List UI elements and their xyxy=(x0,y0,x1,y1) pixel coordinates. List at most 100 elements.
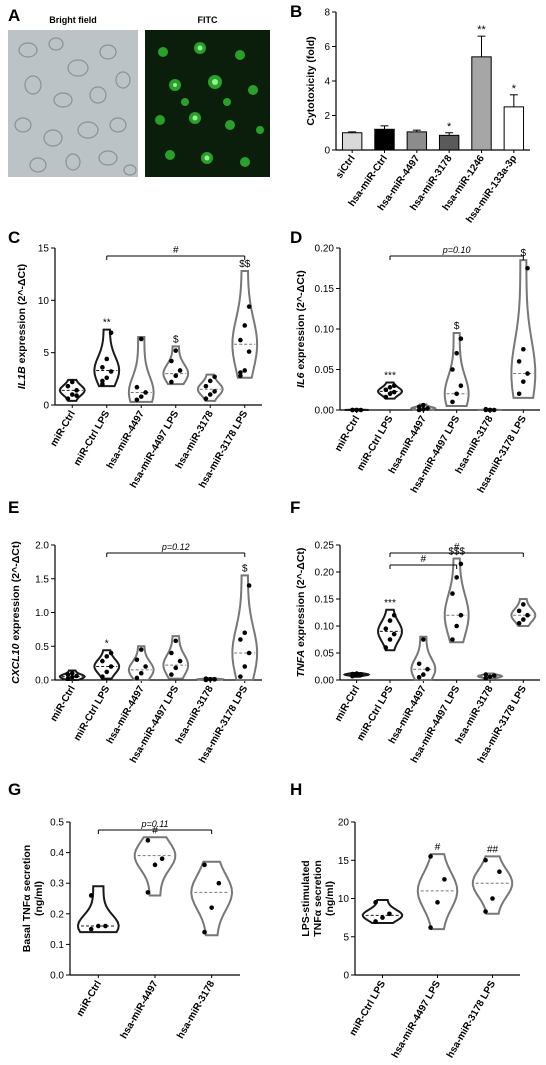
violin xyxy=(196,373,224,402)
data-point xyxy=(65,396,71,402)
y-axis-unit: expression (2^-ΔCt) xyxy=(16,264,28,366)
significance-label: $$ xyxy=(239,259,251,270)
data-point xyxy=(145,838,151,843)
y-axis-label: IL6 expression (2^-ΔCt) xyxy=(295,270,307,388)
data-point xyxy=(525,265,530,271)
y-axis-unit: expression (2^-ΔCt) xyxy=(10,541,22,643)
data-point xyxy=(380,915,385,920)
significance-label: $ xyxy=(242,563,248,574)
fitc-title: FITC xyxy=(197,15,218,25)
x-tick-label: miR-Ctrl xyxy=(49,684,78,724)
fitc-image xyxy=(145,30,270,177)
data-point xyxy=(458,561,464,567)
data-point xyxy=(525,371,530,376)
significance-label: ** xyxy=(103,318,111,329)
significance-label: $ xyxy=(454,321,460,332)
data-point xyxy=(69,379,75,385)
data-point xyxy=(104,669,110,675)
y-tick-label: 0.15 xyxy=(315,595,335,606)
y-axis-label: IL1B expression (2^-ΔCt) xyxy=(16,264,28,389)
data-point xyxy=(177,658,183,664)
data-point xyxy=(88,926,94,932)
data-point xyxy=(483,676,489,681)
y-tick-label: 0.20 xyxy=(315,568,335,579)
data-point xyxy=(454,623,459,629)
data-point xyxy=(242,664,248,669)
data-point xyxy=(387,391,393,397)
data-point xyxy=(88,893,94,898)
chart-panel-e: 0.0 0.5 1.0 1.5 2.0 CXCL10 expression (2^-ΔCt… xyxy=(10,541,262,765)
y-axis-label-line: TNFα secretion xyxy=(312,860,324,936)
data-point xyxy=(100,658,105,664)
y-tick-label: 1.5 xyxy=(35,574,49,585)
violin xyxy=(377,381,403,400)
data-point xyxy=(152,862,158,868)
data-point xyxy=(203,676,209,681)
data-point xyxy=(516,391,522,397)
violin xyxy=(162,345,190,386)
data-point xyxy=(238,637,243,642)
y-axis-label-line: (ng/ml) xyxy=(33,881,45,916)
x-tick-label: miR-Ctrl LPS xyxy=(72,409,113,468)
bright-field-title: Bright field xyxy=(49,15,97,25)
data-point xyxy=(246,349,252,354)
data-point xyxy=(134,384,140,390)
bar xyxy=(406,131,428,151)
data-point xyxy=(387,385,393,390)
data-point xyxy=(425,666,430,672)
data-point xyxy=(516,359,522,364)
y-axis-label: Cytotoxicity (fold) xyxy=(305,36,317,125)
data-point xyxy=(421,672,426,677)
data-point xyxy=(428,854,433,859)
data-point xyxy=(242,368,248,373)
significance-label: # xyxy=(152,825,158,836)
violin xyxy=(416,853,459,931)
x-tick-label: miR-Ctrl xyxy=(75,979,104,1019)
data-point xyxy=(65,672,71,677)
chart-panel-h: 0 5 10 15 20 LPS-stimulated TNFα secretion (ng/… xyxy=(300,818,520,1060)
data-point xyxy=(516,608,522,614)
bracket-label: p=0.11 xyxy=(140,819,168,829)
panel-label-g: G xyxy=(8,780,22,799)
bar xyxy=(503,106,525,151)
violin xyxy=(443,332,470,407)
data-point xyxy=(216,880,222,886)
significance-label: * xyxy=(512,83,517,95)
data-point xyxy=(96,923,101,929)
data-point xyxy=(387,637,393,642)
data-point xyxy=(145,890,151,895)
y-axis-label-line: Basal TNFα secretion xyxy=(21,845,33,952)
x-tick-label: hsa-miR-3178 LPS xyxy=(445,979,498,1060)
panel-label-e: E xyxy=(8,498,20,517)
violin xyxy=(127,645,155,681)
panel-label-c: C xyxy=(8,228,21,247)
y-axis-label-line: (ng/ml) xyxy=(324,881,336,916)
panel-label-d: D xyxy=(290,228,303,247)
violin xyxy=(133,836,177,897)
data-point xyxy=(373,919,378,924)
y-tick-label: 0.05 xyxy=(315,649,335,660)
data-point xyxy=(74,393,79,398)
data-point xyxy=(383,387,389,393)
data-point xyxy=(203,396,209,402)
violin xyxy=(58,378,86,402)
significance-label: * xyxy=(105,638,109,649)
y-tick-label: 0.00 xyxy=(315,406,335,417)
data-point xyxy=(104,356,110,362)
y-axis-gene: TNFA xyxy=(295,650,307,677)
data-point xyxy=(425,406,430,411)
data-point xyxy=(134,397,140,403)
violin xyxy=(190,860,234,937)
x-tick-label: miR-Ctrl xyxy=(333,684,362,724)
data-point xyxy=(354,671,359,676)
data-point xyxy=(104,375,110,381)
data-point xyxy=(428,925,433,930)
data-point xyxy=(450,399,455,405)
y-axis-gene: CXCL10 xyxy=(10,643,22,683)
data-point xyxy=(65,383,71,389)
y-tick-label: 5 xyxy=(43,348,49,359)
data-point xyxy=(212,374,217,380)
x-tick-label: hsa-miR-4497 xyxy=(119,979,161,1041)
data-point xyxy=(497,869,502,875)
violin xyxy=(127,335,155,403)
